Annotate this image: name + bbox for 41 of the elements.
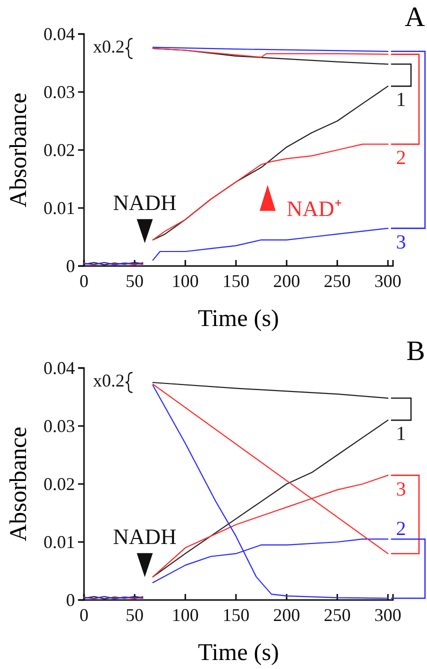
annotation: NAD⁺ [286, 196, 342, 221]
x-tick-label: 200 [273, 605, 300, 625]
y-tick-label: 0.01 [44, 532, 75, 552]
series-label: 2 [396, 147, 406, 170]
x-tick-label: 100 [172, 605, 199, 625]
x-tick-label: 0 [80, 605, 88, 625]
x-axis-title: Time (s) [198, 306, 280, 332]
y-tick-label: 0.04 [44, 24, 75, 44]
annotation: NADH [113, 524, 177, 550]
x-tick-label: 0 [80, 271, 88, 291]
y-tick-label: 0.03 [44, 416, 75, 436]
x-tick-label: 200 [273, 271, 300, 291]
x-tick-label: 50 [126, 271, 144, 291]
y-tick-label: 0.01 [44, 198, 75, 218]
x-tick-label: 50 [126, 605, 144, 625]
x-tick-label: 100 [172, 271, 199, 291]
y-tick-label: 0.02 [44, 474, 75, 494]
x-tick-label: 300 [374, 605, 402, 625]
y-tick-label: 0.02 [44, 140, 75, 160]
y-tick-label: 0 [66, 256, 75, 276]
annotation: NADH [113, 190, 177, 216]
x-tick-label: 150 [222, 605, 250, 625]
y-tick-label: 0.03 [44, 82, 75, 102]
x-tick-label: 250 [324, 271, 351, 291]
x-tick-label: 250 [324, 605, 351, 625]
x-axis-title: Time (s) [198, 640, 280, 666]
series-label: 3 [396, 478, 406, 500]
x-tick-label: 300 [374, 271, 402, 291]
legend-label: 1 [396, 89, 406, 112]
annotation: x0.2 [93, 36, 125, 57]
y-axis-title: Absorbance [6, 92, 32, 208]
y-tick-label: 0 [66, 590, 75, 610]
series-label: 2 [396, 518, 406, 540]
x-tick-label: 150 [222, 271, 250, 291]
chart-title: B [406, 336, 425, 367]
legend-label: 1 [396, 423, 406, 446]
series-label: 3 [396, 231, 406, 254]
y-axis-title: Absorbance [6, 426, 32, 542]
y-tick-label: 0.04 [44, 358, 75, 378]
chart-title: A [404, 2, 426, 33]
annotation: x0.2 [93, 370, 125, 391]
